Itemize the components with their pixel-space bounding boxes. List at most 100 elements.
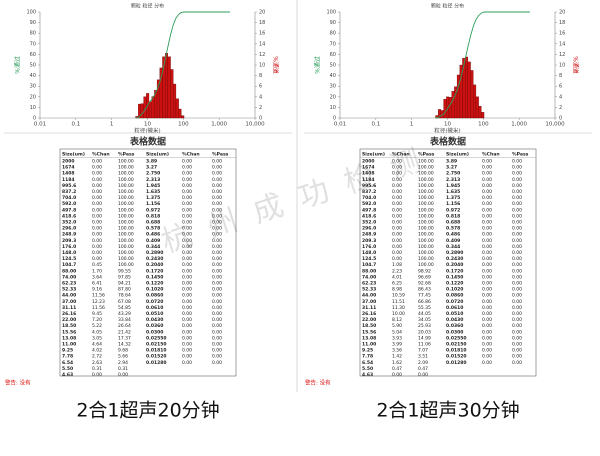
table-cell: 0.45 bbox=[92, 262, 102, 268]
y2-tick-label: 20 bbox=[559, 10, 565, 16]
table-cell: 0.00 bbox=[92, 238, 102, 244]
table-cell: 1.156 bbox=[446, 201, 460, 207]
table-cell: 0.00 bbox=[482, 299, 492, 305]
table-cell: 0.00 bbox=[212, 256, 222, 262]
table-cell: 0.00 bbox=[482, 177, 492, 183]
histogram-bar bbox=[173, 83, 177, 119]
table-cell: 31.11 bbox=[362, 305, 376, 311]
table-cell: 0.00 bbox=[212, 287, 222, 293]
table-cell: 0.00 bbox=[512, 183, 522, 189]
table-cell: 248.9 bbox=[362, 232, 376, 238]
table-cell: 100.00 bbox=[118, 262, 134, 268]
table-cell: 1.375 bbox=[446, 195, 460, 201]
y-axis-label: %通过 bbox=[14, 56, 22, 74]
table-cell: 0.688 bbox=[446, 220, 460, 226]
table-cell: 1184 bbox=[362, 177, 375, 183]
table-cell: 2.313 bbox=[446, 177, 460, 183]
y2-tick-label: 6 bbox=[559, 84, 562, 90]
table-header: %Chan bbox=[482, 152, 500, 158]
table-cell: 0.00 bbox=[212, 329, 222, 335]
table-cell: 837.2 bbox=[362, 189, 376, 195]
table-cell: 87.80 bbox=[118, 287, 131, 293]
table-cell: 104.7 bbox=[62, 262, 76, 268]
table-cell: 100.00 bbox=[118, 183, 134, 189]
table-cell: 1.62 bbox=[392, 360, 402, 366]
table-cell: 0.00 bbox=[212, 250, 222, 256]
y2-tick-label: 14 bbox=[259, 41, 265, 47]
table-cell: 0.00 bbox=[482, 201, 492, 207]
histogram-bar bbox=[178, 108, 182, 119]
histogram-bar bbox=[448, 97, 452, 119]
table-cell: 100.00 bbox=[118, 195, 134, 201]
table-cell: 100.00 bbox=[418, 183, 434, 189]
table-cell: 5.50 bbox=[62, 366, 73, 372]
table-cell: 96.69 bbox=[418, 274, 431, 280]
table-cell: 25.93 bbox=[418, 323, 431, 329]
table-cell: 0.02550 bbox=[146, 335, 167, 341]
table-cell: 0.00 bbox=[182, 317, 192, 323]
x-tick-label: 100 bbox=[178, 122, 189, 128]
x-tick-label: 100 bbox=[478, 122, 489, 128]
warning: 警告: 没有 bbox=[305, 379, 331, 387]
table-cell: 0.00 bbox=[92, 220, 102, 226]
table-cell: 0.00 bbox=[182, 293, 192, 299]
table-cell: 0.00 bbox=[182, 262, 192, 268]
table-cell: 2000 bbox=[62, 159, 75, 165]
table-cell: 0.01280 bbox=[146, 360, 167, 366]
y2-tick-label: 18 bbox=[259, 20, 265, 26]
table-cell: 15.56 bbox=[362, 329, 376, 335]
y2-tick-label: 20 bbox=[259, 10, 265, 16]
table-cell: 497.8 bbox=[362, 207, 376, 213]
table-cell: 44.05 bbox=[418, 311, 431, 317]
table-cell: 0.00 bbox=[512, 238, 522, 244]
table-cell: 0.00 bbox=[512, 329, 522, 335]
table-cell: 0.00 bbox=[92, 159, 102, 165]
table-cell: 26.64 bbox=[118, 323, 131, 329]
table-cell: 0.00 bbox=[212, 189, 222, 195]
table-cell: 0.409 bbox=[446, 238, 460, 244]
histogram-bar bbox=[167, 56, 171, 119]
y-tick-label: 10 bbox=[330, 105, 336, 111]
table-cell: 33.84 bbox=[118, 317, 131, 323]
table-cell: 0.00 bbox=[92, 165, 102, 171]
y2-tick-label: 10 bbox=[259, 63, 265, 69]
table-cell: 0.00 bbox=[512, 201, 522, 207]
table-cell: 5.04 bbox=[392, 329, 402, 335]
histogram-bar bbox=[465, 56, 469, 119]
table-cell: 11.00 bbox=[362, 342, 376, 348]
table-cell: 592.0 bbox=[62, 201, 76, 207]
table-cell: 100.00 bbox=[118, 177, 134, 183]
table-cell: 352.0 bbox=[62, 220, 76, 226]
table-cell: 0.02150 bbox=[146, 342, 167, 348]
table-cell: 0.00 bbox=[512, 268, 522, 274]
table-cell: 0.578 bbox=[446, 226, 460, 232]
cumulative-line bbox=[435, 11, 530, 119]
table-cell: 9.45 bbox=[92, 311, 102, 317]
table-cell: 44.00 bbox=[362, 293, 376, 299]
table-cell: 0.1020 bbox=[146, 287, 163, 293]
table-cell: 0.344 bbox=[146, 244, 160, 250]
table-cell: 1408 bbox=[362, 171, 375, 177]
table-cell: 100.00 bbox=[418, 238, 434, 244]
table-cell: 62.23 bbox=[362, 281, 376, 287]
table-cell: 0.00 bbox=[512, 213, 522, 219]
y2-tick-label: 12 bbox=[559, 52, 565, 58]
table-cell: 3.05 bbox=[92, 335, 102, 341]
table-cell: 4.63 bbox=[362, 372, 373, 378]
table-cell: 100.00 bbox=[118, 250, 134, 256]
table-cell: 1.42 bbox=[392, 354, 402, 360]
table-cell: 0.00 bbox=[482, 195, 492, 201]
table-cell: 0.00 bbox=[418, 372, 428, 378]
table-cell: 5.22 bbox=[92, 323, 102, 329]
table-cell: 78.64 bbox=[118, 293, 131, 299]
table-cell: 0.00 bbox=[512, 262, 522, 268]
table-cell: 0.01810 bbox=[446, 348, 467, 354]
y-tick-label: 0 bbox=[333, 116, 336, 122]
table-cell: 0.972 bbox=[146, 207, 160, 213]
table-cell: 176.0 bbox=[362, 244, 376, 250]
table-cell: 0.00 bbox=[182, 323, 192, 329]
table-cell: 0.47 bbox=[392, 366, 402, 372]
table-cell: 18.50 bbox=[62, 323, 76, 329]
table-cell: 0.00 bbox=[182, 201, 192, 207]
table-cell: 148.0 bbox=[62, 250, 76, 256]
